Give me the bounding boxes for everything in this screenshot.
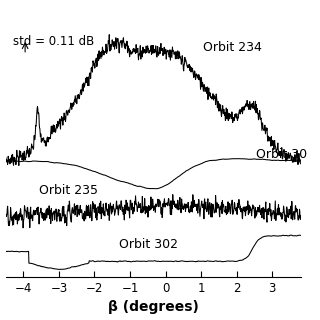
Text: Orbit 235: Orbit 235 [39, 184, 98, 197]
Text: std = 0.11 dB: std = 0.11 dB [13, 35, 94, 48]
Text: Orbit 234: Orbit 234 [203, 41, 262, 54]
X-axis label: β (degrees): β (degrees) [108, 300, 198, 315]
Text: Orbit 302: Orbit 302 [119, 237, 178, 251]
Text: Orbit 30: Orbit 30 [256, 148, 307, 161]
